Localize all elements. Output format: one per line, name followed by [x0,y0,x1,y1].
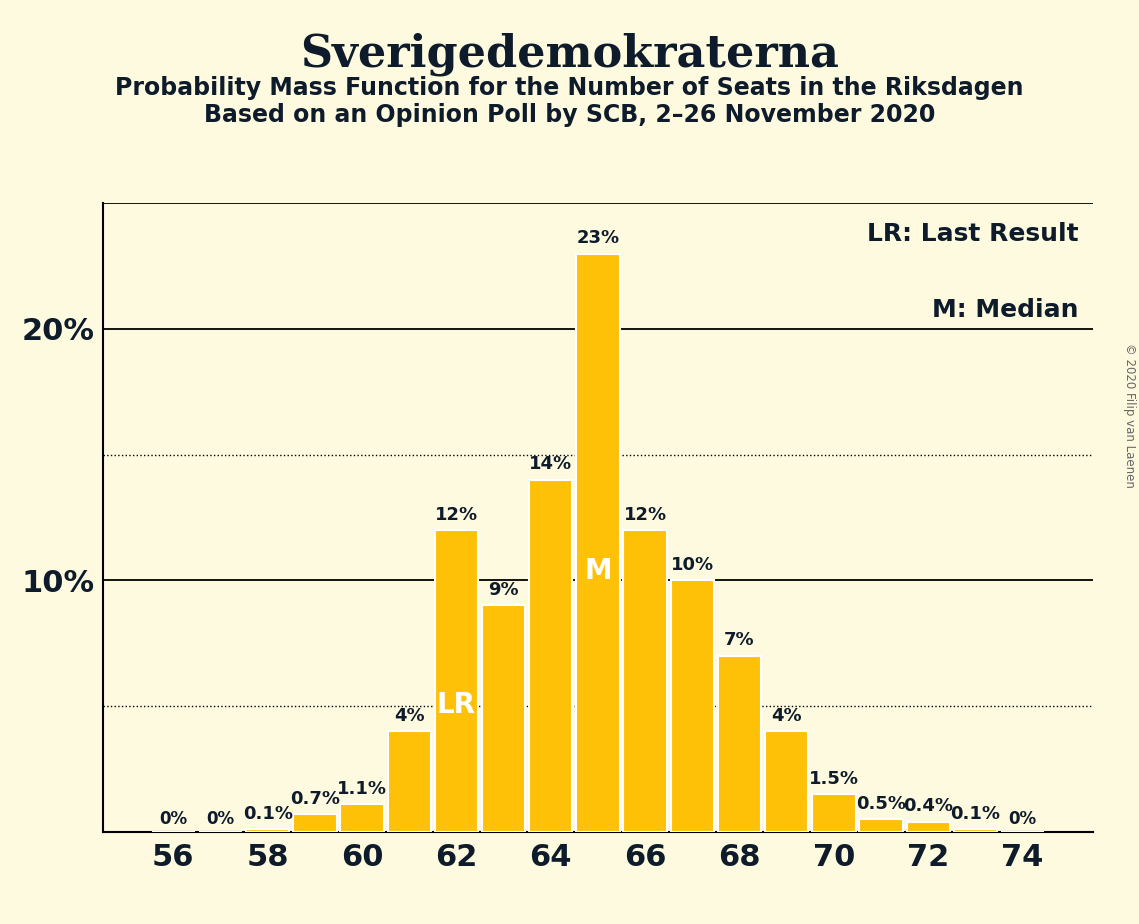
Text: 9%: 9% [489,581,519,599]
Bar [718,656,761,832]
Bar [246,829,289,832]
Text: 0%: 0% [1009,809,1036,828]
Text: 4%: 4% [394,707,425,724]
Text: 7%: 7% [724,631,755,650]
Bar [576,253,620,832]
Text: © 2020 Filip van Laenen: © 2020 Filip van Laenen [1123,344,1137,488]
Text: 10%: 10% [671,556,714,574]
Text: Based on an Opinion Poll by SCB, 2–26 November 2020: Based on an Opinion Poll by SCB, 2–26 No… [204,103,935,128]
Text: Probability Mass Function for the Number of Seats in the Riksdagen: Probability Mass Function for the Number… [115,76,1024,100]
Bar [765,731,809,832]
Bar [530,480,573,832]
Text: 12%: 12% [623,505,666,524]
Text: 0.5%: 0.5% [857,795,907,813]
Text: 23%: 23% [576,229,620,248]
Bar [482,605,525,832]
Text: 1.5%: 1.5% [809,770,859,787]
Text: M: Median: M: Median [932,298,1079,322]
Text: 0%: 0% [206,809,235,828]
Text: 14%: 14% [530,456,573,473]
Bar [953,829,997,832]
Text: 0.1%: 0.1% [950,805,1000,822]
Text: 12%: 12% [435,505,478,524]
Text: LR: Last Result: LR: Last Result [867,222,1079,246]
Text: 0%: 0% [159,809,187,828]
Bar [812,794,855,832]
Bar [671,580,714,832]
Text: 0.1%: 0.1% [243,805,293,822]
Text: LR: LR [437,691,476,719]
Text: 0.4%: 0.4% [903,797,953,815]
Text: Sverigedemokraterna: Sverigedemokraterna [300,32,839,76]
Bar [293,814,336,832]
Text: 0.7%: 0.7% [289,790,339,808]
Bar [623,530,666,832]
Bar [860,819,903,832]
Bar [435,530,478,832]
Text: 1.1%: 1.1% [337,780,387,797]
Text: 4%: 4% [771,707,802,724]
Text: M: M [584,557,612,586]
Bar [387,731,431,832]
Bar [907,821,950,832]
Bar [341,804,384,832]
